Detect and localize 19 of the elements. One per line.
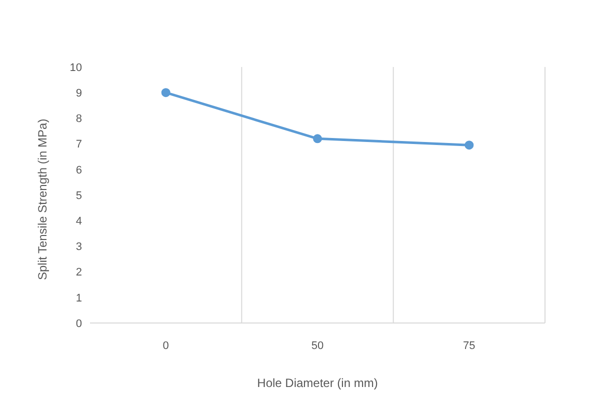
y-tick-label: 5	[76, 190, 82, 202]
x-axis-title: Hole Diameter (in mm)	[257, 376, 378, 390]
point	[161, 88, 170, 98]
y-tick-label: 1	[76, 292, 82, 304]
y-tick-label: 0	[76, 318, 82, 330]
y-tick-label: 4	[76, 216, 82, 228]
y-tick-label: 8	[76, 113, 82, 126]
y-axis-title: Split Tensile Strength (in MPa)	[35, 118, 50, 280]
x-tick-label: 0	[162, 340, 169, 352]
y-tick-label: 9	[76, 88, 82, 100]
point	[464, 140, 474, 150]
y-tick-label: 2	[76, 266, 82, 279]
x-tick-label: 50	[311, 340, 324, 352]
x-tick-label: 75	[463, 340, 476, 352]
point	[313, 134, 322, 144]
y-tick-label: 6	[76, 164, 82, 176]
y-tick-label: 7	[76, 138, 82, 151]
y-tick-label: 3	[76, 241, 82, 254]
y-tick-label: 10	[70, 62, 82, 74]
